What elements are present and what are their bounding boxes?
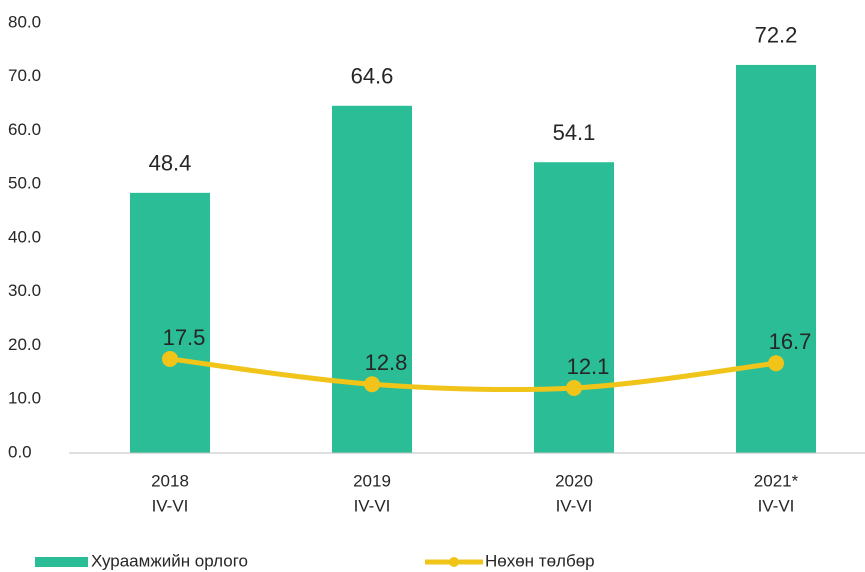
line-marker [566, 379, 582, 396]
data-label: 48.4 [149, 151, 192, 176]
data-label: 72.2 [755, 23, 798, 48]
data-label: 12.8 [365, 350, 408, 375]
data-label: 64.6 [351, 64, 394, 89]
line-marker [768, 355, 784, 372]
x-tick-label: IV-VI [556, 496, 593, 515]
y-tick-label: 30.0 [8, 281, 41, 300]
bar [534, 162, 614, 453]
legend-swatch [35, 557, 88, 567]
line-marker [162, 350, 178, 367]
x-tick-label: 2021* [754, 471, 799, 490]
data-label: 17.5 [163, 325, 206, 350]
x-tick-label: IV-VI [758, 496, 795, 515]
bar [332, 105, 412, 454]
y-tick-label: 10.0 [8, 389, 41, 408]
x-tick-label: 2018 [151, 471, 189, 490]
y-tick-label: 60.0 [8, 120, 41, 139]
y-tick-label: 0.0 [8, 442, 32, 461]
x-tick-label: 2019 [353, 471, 391, 490]
bar [736, 64, 816, 454]
legend-label: Хураамжийн орлого [91, 551, 248, 570]
line-marker [364, 376, 380, 393]
y-tick-label: 50.0 [8, 174, 41, 193]
line [169, 356, 777, 393]
data-label: 16.7 [769, 329, 812, 354]
data-label: 54.1 [553, 120, 596, 145]
bar [130, 192, 210, 453]
y-tick-label: 80.0 [8, 12, 41, 31]
x-tick-label: IV-VI [354, 496, 391, 515]
y-tick-label: 40.0 [8, 227, 41, 246]
data-label: 12.1 [567, 354, 610, 379]
x-tick-label: 2020 [555, 471, 593, 490]
y-tick-label: 70.0 [8, 66, 41, 85]
y-tick-label: 20.0 [8, 335, 41, 354]
legend-label: Нөхөн төлбөр [485, 551, 595, 570]
legend-swatch [449, 557, 459, 567]
x-tick-label: IV-VI [152, 496, 189, 515]
